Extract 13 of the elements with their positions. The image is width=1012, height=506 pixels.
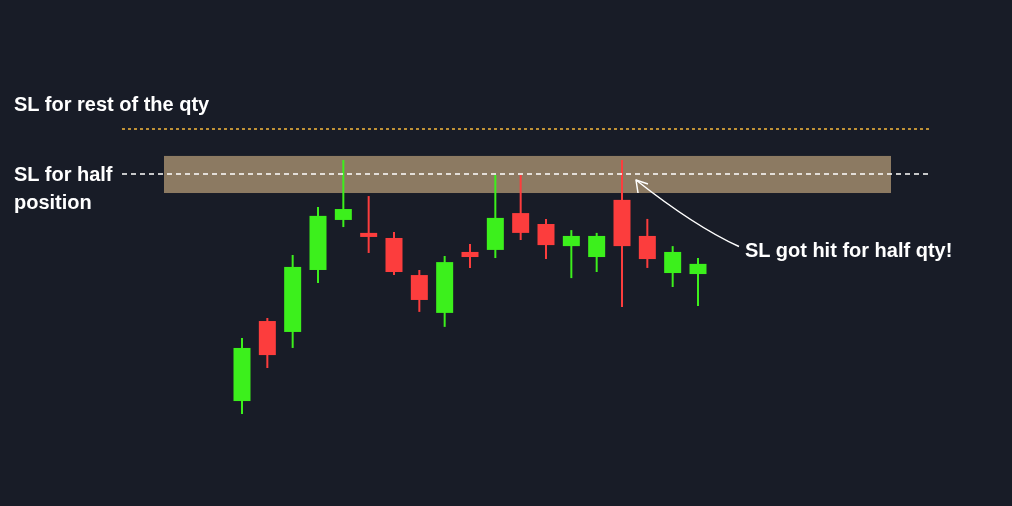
ref-line-label: SL for rest of the qty bbox=[14, 93, 211, 116]
candlestick bbox=[638, 217, 656, 269]
text: SL got hit for half qty! bbox=[745, 238, 953, 261]
candlestick bbox=[562, 229, 580, 280]
candlestick bbox=[537, 217, 555, 261]
ref-line-label: SL for half position bbox=[14, 162, 113, 213]
candlestick bbox=[588, 231, 606, 274]
candlestick bbox=[334, 159, 352, 229]
candlestick bbox=[664, 245, 682, 288]
candlestick bbox=[360, 195, 378, 254]
candlestick bbox=[689, 257, 707, 308]
candlestick bbox=[512, 173, 530, 242]
candlestick bbox=[461, 243, 479, 269]
